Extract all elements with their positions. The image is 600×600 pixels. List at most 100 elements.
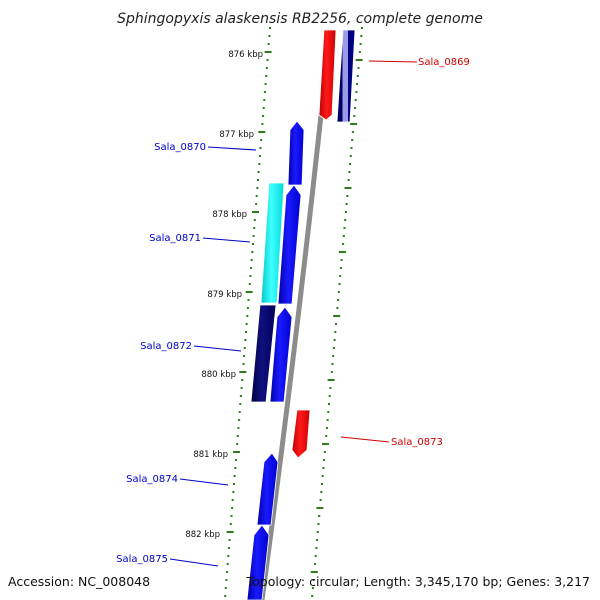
ring-tick-mark <box>258 163 261 165</box>
ring-tick-mark <box>311 595 314 597</box>
ring-tick-mark <box>233 451 240 453</box>
ring-tick-mark <box>252 235 255 237</box>
ring-tick-mark <box>243 347 246 349</box>
ring-tick-mark <box>236 443 239 445</box>
ring-tick-mark <box>231 507 234 509</box>
kbp-tick-label: 882 kbp <box>185 530 220 540</box>
ring-tick-mark <box>258 155 261 157</box>
ring-tick-mark <box>265 75 268 77</box>
ring-tick-mark <box>245 323 248 325</box>
ring-tick-mark <box>323 459 326 461</box>
ring-tick-mark <box>340 259 343 261</box>
ring-tick-mark <box>239 395 242 397</box>
ring-tick-mark <box>250 267 253 269</box>
ring-tick-mark <box>237 427 240 429</box>
ring-tick-mark <box>328 403 330 405</box>
ring-tick-mark <box>323 451 326 453</box>
topology-text: Topology: circular; Length: 3,345,170 bp… <box>246 574 590 589</box>
ring-tick-mark <box>250 259 253 261</box>
ring-tick-mark <box>333 315 341 317</box>
gene-label-sala-0870: Sala_0870 <box>154 142 206 153</box>
gene-sala-0875 <box>246 524 270 600</box>
ring-tick-mark <box>355 59 363 61</box>
ring-tick-mark <box>350 123 358 125</box>
ring-tick-mark <box>312 579 315 581</box>
ring-tick-mark <box>319 499 322 501</box>
gene-label-sala-0875: Sala_0875 <box>116 554 168 565</box>
ring-tick-mark <box>224 595 227 597</box>
ring-tick-mark <box>351 139 354 141</box>
ring-tick-mark <box>353 115 356 117</box>
kbp-tick-label: 881 kbp <box>193 450 228 460</box>
ring-tick-mark <box>243 355 246 357</box>
ring-tick-mark <box>262 107 265 109</box>
ring-tick-mark <box>265 67 268 69</box>
ring-tick-mark <box>329 387 332 389</box>
ring-tick-mark <box>337 299 340 301</box>
ring-tick-mark <box>344 211 347 213</box>
ring-tick-mark <box>260 139 263 141</box>
kbp-tick-label: 880 kbp <box>201 370 236 380</box>
gene-label-sala-0869: Sala_0869 <box>418 57 470 68</box>
kbp-tick-label: 878 kbp <box>212 210 247 220</box>
ring-tick-mark <box>258 131 266 133</box>
tick-ring-outer <box>310 27 363 597</box>
gene-sala-0869 <box>318 29 337 121</box>
ring-tick-mark <box>349 163 352 165</box>
ring-tick-mark <box>233 475 236 477</box>
ring-tick-mark <box>348 171 351 173</box>
ring-tick-mark <box>253 219 256 221</box>
map-title: Sphingopyxis alaskensis RB2256, complete… <box>117 11 483 27</box>
ring-tick-mark <box>246 307 249 309</box>
ring-tick-mark <box>234 459 237 461</box>
ring-tick-mark <box>227 547 230 549</box>
ring-tick-mark <box>264 83 267 85</box>
gene-label-sala-0872: Sala_0872 <box>140 341 192 352</box>
ring-tick-mark <box>257 179 259 181</box>
ring-tick-mark <box>247 299 250 301</box>
ring-tick-mark <box>351 131 354 133</box>
accession-text: Accession: NC_008048 <box>8 574 150 589</box>
ring-tick-mark <box>263 91 266 93</box>
label-leader-sala-0874 <box>179 478 229 486</box>
ring-tick-mark <box>346 195 349 197</box>
ring-tick-mark <box>316 507 324 509</box>
ring-tick-mark <box>332 347 335 349</box>
ring-tick-mark <box>226 531 234 533</box>
ring-tick-mark <box>311 587 314 589</box>
ring-tick-mark <box>328 395 331 397</box>
ring-tick-mark <box>246 315 249 317</box>
label-leader-sala-0872 <box>193 345 242 352</box>
ring-tick-mark <box>342 243 345 245</box>
ring-tick-mark <box>339 267 342 269</box>
gene-sala-0869-partner <box>336 29 356 123</box>
ring-tick-mark <box>342 235 345 237</box>
ring-tick-mark <box>322 467 325 469</box>
ring-tick-mark <box>251 243 254 245</box>
ring-tick-mark <box>240 387 243 389</box>
ring-tick-mark <box>241 379 244 381</box>
ring-tick-mark <box>242 363 245 365</box>
ring-tick-mark <box>360 35 363 37</box>
ring-tick-mark <box>230 515 233 517</box>
label-leader-sala-0870 <box>207 146 257 151</box>
ring-tick-mark <box>238 411 241 413</box>
ring-tick-mark <box>357 67 360 69</box>
ring-tick-mark <box>335 323 337 325</box>
ring-tick-mark <box>359 43 362 45</box>
ring-tick-mark <box>314 563 316 565</box>
ring-tick-mark <box>336 307 339 309</box>
ring-tick-mark <box>327 411 330 413</box>
tick-ring-inner <box>224 27 272 597</box>
ring-tick-mark <box>326 419 329 421</box>
ring-tick-mark <box>226 563 229 565</box>
label-leader-sala-0873 <box>340 436 390 443</box>
ring-tick-mark <box>334 331 337 333</box>
label-leader-sala-0875 <box>169 558 219 567</box>
gene-sala-0874 <box>256 452 279 526</box>
ring-tick-mark <box>257 171 260 173</box>
ring-tick-mark <box>249 275 252 277</box>
ring-tick-mark <box>264 51 272 53</box>
ring-tick-mark <box>316 531 319 533</box>
gene-sala-0872 <box>250 304 277 403</box>
